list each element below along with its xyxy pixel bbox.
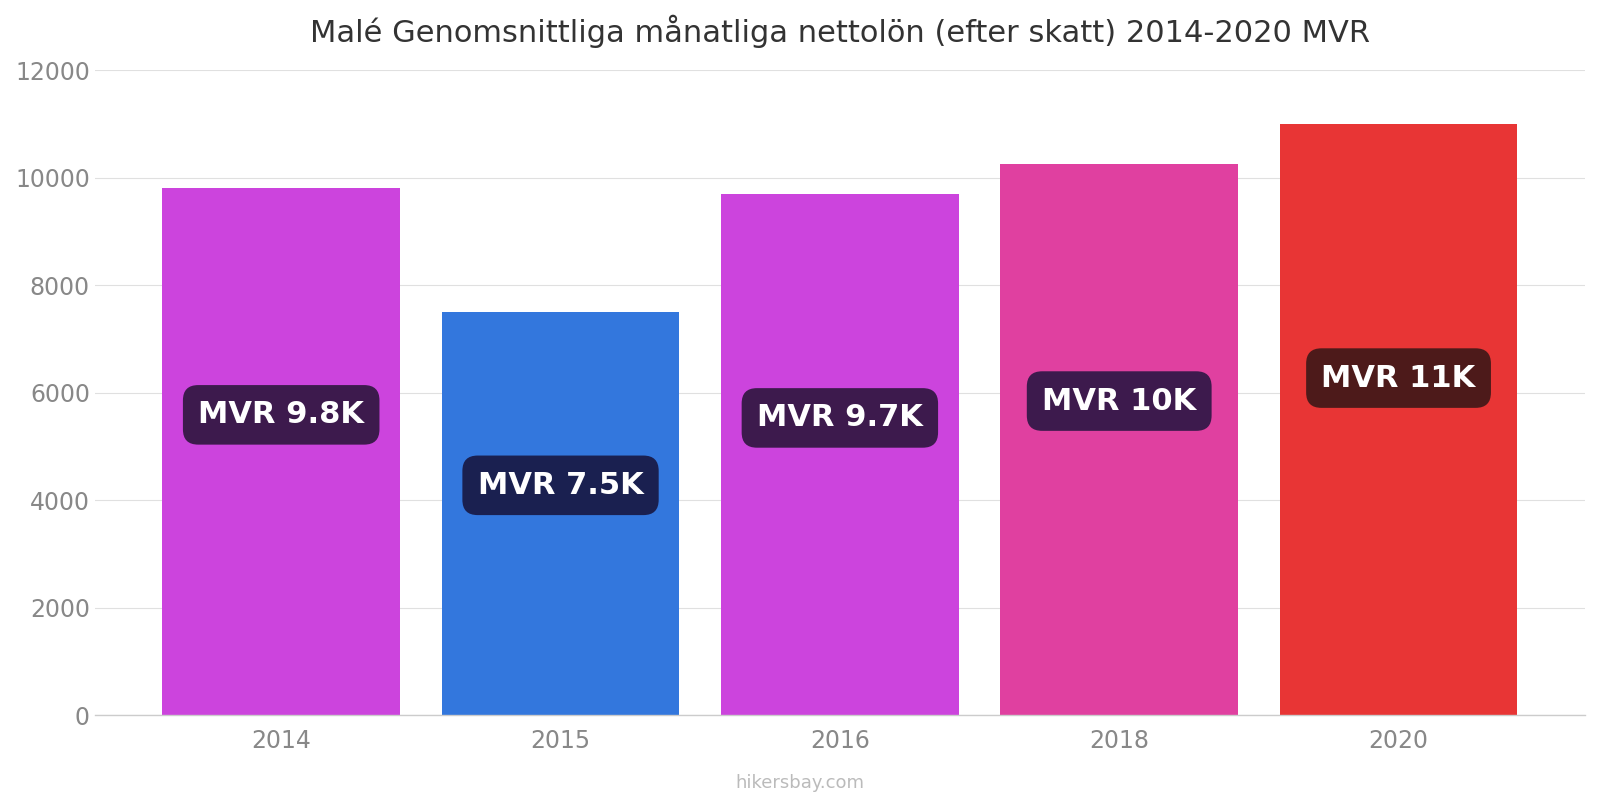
Bar <box>1280 124 1517 715</box>
Bar <box>722 194 958 715</box>
Text: MVR 7.5K: MVR 7.5K <box>478 471 643 500</box>
Title: Malé Genomsnittliga månatliga nettolön (efter skatt) 2014-2020 MVR: Malé Genomsnittliga månatliga nettolön (… <box>310 15 1370 48</box>
Text: hikersbay.com: hikersbay.com <box>736 774 864 792</box>
Text: MVR 9.7K: MVR 9.7K <box>757 403 923 433</box>
Text: MVR 9.8K: MVR 9.8K <box>198 400 365 430</box>
Text: MVR 10K: MVR 10K <box>1042 386 1197 415</box>
Bar <box>163 188 400 715</box>
Bar <box>442 312 680 715</box>
Text: MVR 11K: MVR 11K <box>1322 363 1475 393</box>
Bar <box>1000 164 1238 715</box>
